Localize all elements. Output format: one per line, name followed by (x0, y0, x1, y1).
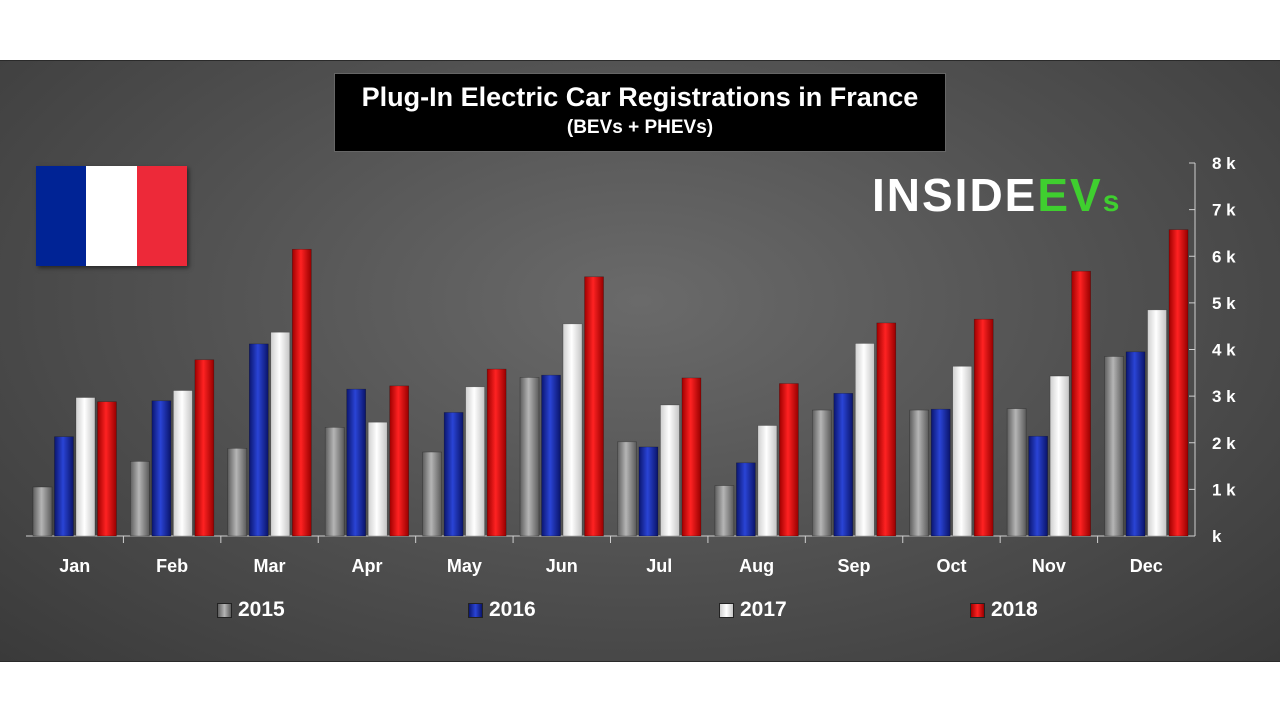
bar-2016-may (443, 412, 464, 537)
bar-2016-sep (833, 393, 854, 537)
chart-title: Plug-In Electric Car Registrations in Fr… (361, 82, 919, 112)
bar-2015-jul (617, 441, 637, 537)
y-tick-label: 4 k (1212, 341, 1236, 360)
legend-label: 2017 (740, 598, 787, 621)
x-tick-label: Nov (1032, 556, 1066, 576)
bar-2016-nov (1028, 435, 1048, 537)
legend-label: 2015 (238, 598, 285, 621)
bar-2018-may (486, 368, 507, 537)
bar-2018-dec (1168, 229, 1189, 537)
bar-2017-apr (367, 421, 388, 537)
x-tick-label: Apr (351, 556, 382, 576)
bar-2016-jun (541, 374, 561, 537)
legend-label: 2016 (489, 598, 536, 621)
bar-2016-dec (1125, 351, 1146, 537)
bar-2017-nov (1049, 375, 1070, 537)
x-tick-label: Aug (739, 556, 774, 576)
bar-2017-sep (854, 343, 875, 537)
bar-2016-jul (638, 446, 659, 537)
insideevs-logo: INSIDEEVs (872, 168, 1121, 222)
bar-2017-dec (1147, 309, 1167, 537)
bar-2015-may (422, 451, 442, 537)
bar-2018-jun (584, 276, 604, 537)
y-tick-label: 7 k (1212, 201, 1236, 220)
legend-swatch (970, 602, 985, 618)
legend-swatch (468, 602, 483, 618)
bar-2015-jan (32, 486, 53, 537)
bar-2015-dec (1104, 356, 1124, 537)
legend-swatch (217, 602, 232, 618)
legend-item-2015: 2015 (217, 598, 285, 622)
bar-2015-nov (1006, 408, 1027, 537)
bar-2017-oct (952, 365, 973, 537)
axis-labels: k 1 k 2 k 3 k 4 k 5 k 6 k 7 k 8 k Jan Feb Mar Apr May… (59, 154, 1236, 576)
bar-2018-jan (97, 401, 117, 537)
chart-subtitle: (BEVs + PHEVs) (566, 117, 714, 138)
logo-part-s: s (1102, 185, 1122, 218)
logo-part-ev: EV (1037, 169, 1103, 221)
bar-2017-jul (660, 404, 680, 537)
x-tick-label: Oct (936, 556, 966, 576)
bar-2017-mar (270, 331, 291, 537)
bar-2018-aug (779, 383, 799, 537)
legend: 2015 2016 2017 2018 (0, 598, 1280, 630)
y-tick-label: k (1212, 527, 1222, 546)
bars (32, 229, 1189, 537)
x-tick-label: Feb (156, 556, 188, 576)
x-tick-label: Jan (59, 556, 90, 576)
bar-2018-sep (876, 322, 897, 537)
x-tick-label: Jun (546, 556, 578, 576)
bar-2018-nov (1071, 270, 1091, 537)
flag-stripe-white (86, 166, 137, 266)
bar-2016-feb (151, 400, 172, 537)
bar-2016-jan (54, 436, 74, 537)
y-tick-label: 1 k (1212, 480, 1236, 499)
bar-2017-may (465, 386, 485, 537)
bar-2018-mar (291, 248, 312, 537)
x-tick-label: Mar (254, 556, 286, 576)
bar-2015-feb (130, 461, 150, 537)
x-tick-label: Jul (646, 556, 672, 576)
bar-2016-apr (346, 388, 367, 537)
x-tick-label: May (447, 556, 482, 576)
bar-2016-aug (736, 462, 756, 537)
y-tick-label: 5 k (1212, 294, 1236, 313)
legend-item-2018: 2018 (970, 598, 1038, 622)
bar-2018-oct (973, 318, 994, 537)
axes (26, 162, 1196, 543)
bar-2015-jun (519, 377, 540, 537)
flag-stripe-red (136, 166, 187, 266)
bar-2016-oct (930, 408, 951, 537)
bar-2017-feb (173, 390, 193, 537)
y-tick-label: 2 k (1212, 434, 1236, 453)
bar-2015-oct (909, 409, 930, 537)
bar-2017-jun (562, 323, 583, 537)
bar-2017-jan (75, 397, 96, 537)
logo-part-inside: INSIDE (872, 169, 1038, 221)
legend-label: 2018 (991, 598, 1038, 621)
bar-2015-apr (324, 427, 345, 537)
legend-swatch (719, 602, 734, 618)
legend-item-2017: 2017 (719, 598, 787, 622)
flag-stripe-blue (36, 166, 87, 266)
bar-2018-jul (681, 377, 702, 537)
legend-item-2016: 2016 (468, 598, 536, 622)
y-tick-label: 3 k (1212, 387, 1236, 406)
bar-2018-apr (389, 385, 410, 537)
bar-2018-feb (194, 359, 215, 537)
x-tick-label: Dec (1130, 556, 1163, 576)
y-tick-label: 8 k (1212, 154, 1236, 173)
x-tick-label: Sep (838, 556, 871, 576)
bar-2016-mar (248, 343, 269, 537)
bar-2015-sep (811, 409, 832, 537)
y-tick-label: 6 k (1212, 247, 1236, 266)
france-flag (36, 166, 187, 266)
bar-2015-mar (227, 448, 248, 537)
title-box: Plug-In Electric Car Registrations in Fr… (334, 73, 946, 152)
bar-2015-aug (714, 485, 735, 537)
bar-2017-aug (757, 425, 778, 537)
